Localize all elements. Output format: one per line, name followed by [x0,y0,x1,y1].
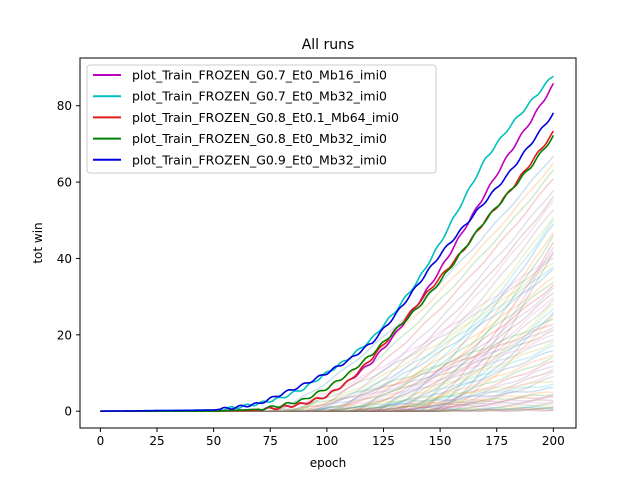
legend: plot_Train_FROZEN_G0.7_Et0_Mb16_imi0plot… [86,64,437,174]
x-tick-label: 100 [315,434,338,448]
legend-label: plot_Train_FROZEN_G0.9_Et0_Mb32_imi0 [132,152,387,167]
series-line [100,135,555,413]
x-tick-label: 50 [206,434,221,448]
y-tick-label: 80 [57,99,72,113]
chart-title: All runs [302,37,355,53]
x-tick-label: 125 [372,434,395,448]
x-tick-label: 175 [485,434,508,448]
legend-label: plot_Train_FROZEN_G0.8_Et0_Mb32_imi0 [132,131,387,146]
legend-label: plot_Train_FROZEN_G0.7_Et0_Mb16_imi0 [132,68,387,83]
x-tick-label: 25 [149,434,164,448]
y-tick-label: 0 [64,405,72,419]
series-line [100,112,555,413]
y-tick-label: 20 [57,328,72,342]
x-tick-label: 200 [542,434,565,448]
legend-box [86,64,437,174]
highlighted-runs [100,75,555,413]
y-tick-label: 40 [57,252,72,266]
y-axis-label: tot win [31,222,45,263]
x-tick-label: 0 [97,434,105,448]
x-tick-label: 150 [429,434,452,448]
x-axis: 0 25 50 75 100 125 150 175 200 [97,428,565,448]
x-axis-label: epoch [310,456,347,470]
legend-label: plot_Train_FROZEN_G0.7_Et0_Mb32_imi0 [132,89,387,104]
x-tick-label: 75 [263,434,278,448]
plot-frame [79,57,577,429]
y-axis: 0 20 40 60 80 [57,99,80,419]
legend-label: plot_Train_FROZEN_G0.8_Et0.1_Mb64_imi0 [132,110,399,125]
y-tick-label: 60 [57,176,72,190]
